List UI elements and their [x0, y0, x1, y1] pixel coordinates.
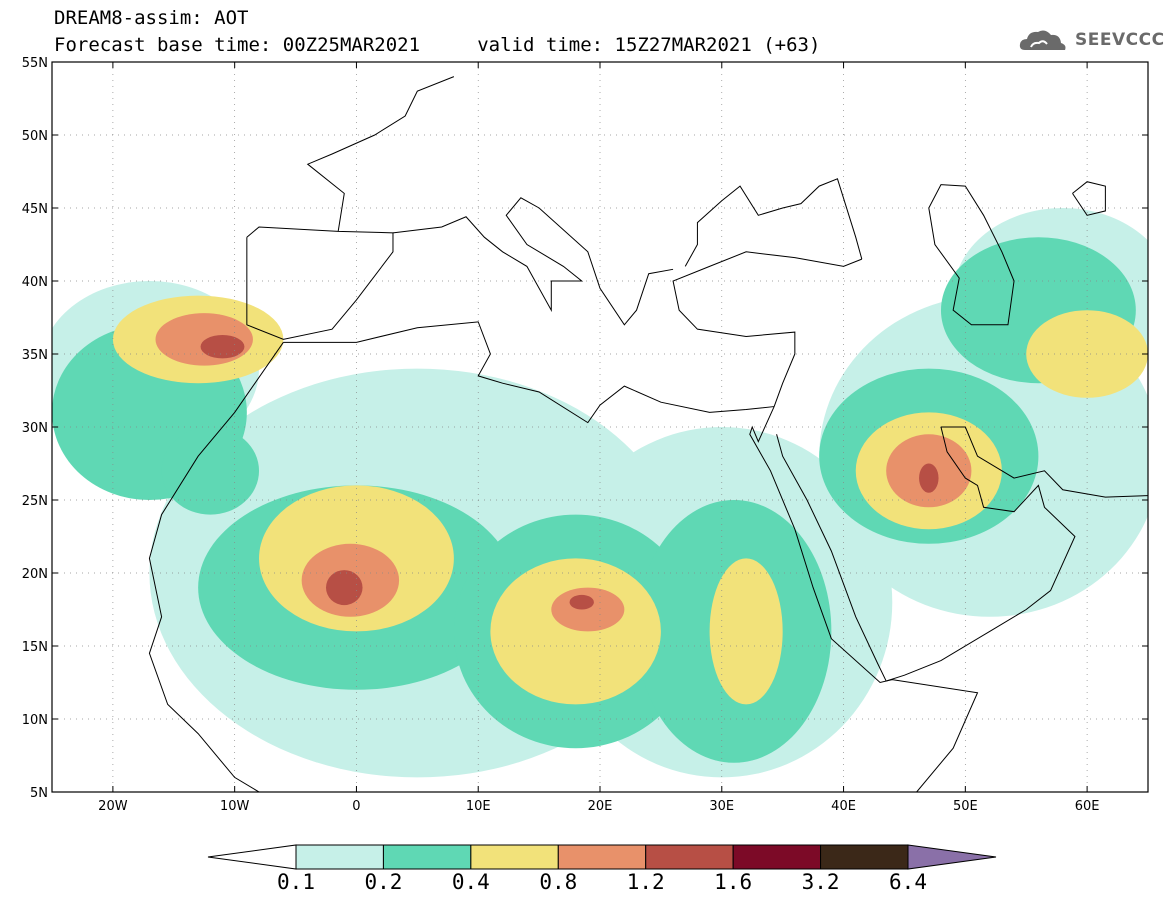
colorbar-level-label: 0.8 — [539, 870, 577, 894]
logo-text: SEEVCCC — [1075, 30, 1165, 50]
title-line-1: DREAM8-assim: AOT — [54, 7, 249, 29]
coastline-6 — [749, 406, 979, 792]
colorbar-level-label: 0.1 — [277, 870, 315, 894]
colorbar-low-arrow — [207, 844, 297, 870]
coastline-7 — [776, 426, 1076, 682]
lat-tick-label: 50N — [22, 129, 48, 144]
aot-plume-11 — [161, 427, 260, 515]
coastline-1 — [148, 342, 284, 792]
title-line-2: Forecast base time: 00Z25MAR2021 valid t… — [54, 34, 821, 56]
lon-tick-label: 30E — [709, 799, 734, 814]
lon-tick-label: 0 — [352, 799, 360, 814]
lat-tick-label: 20N — [22, 567, 48, 582]
coastline-8 — [940, 426, 1148, 498]
lat-tick-label: 15N — [22, 640, 48, 655]
lat-tick-label: 40N — [22, 275, 48, 290]
coastline-0 — [246, 226, 394, 340]
aot-plume-17 — [1026, 310, 1148, 398]
colorbar-box-7 — [820, 844, 909, 870]
aot-plume-24 — [569, 594, 594, 610]
colorbar-level-label: 0.4 — [452, 870, 490, 894]
coastline-11 — [1072, 181, 1106, 216]
cloud-logo-icon — [1019, 30, 1066, 50]
colorbar-box-2 — [382, 844, 472, 870]
colorbar-box-1 — [295, 844, 384, 870]
colorbar-box-3 — [470, 844, 559, 870]
lon-tick-label: 20W — [98, 799, 128, 814]
aot-plume-25 — [919, 463, 939, 493]
coastline-5 — [392, 197, 674, 326]
coastlines — [148, 76, 1148, 792]
lat-tick-label: 45N — [22, 202, 48, 217]
lon-tick-label: 40E — [831, 799, 856, 814]
lon-tick-label: 50E — [953, 799, 978, 814]
aot-plume-14 — [490, 558, 661, 705]
colorbar-box-4 — [557, 844, 647, 870]
axis-ticks: 55N 50N 45N 40N 35N 30N 25N 20N 15N 10N 5N 20W 10W 0 1… — [22, 56, 1148, 814]
lon-tick-label: 10E — [466, 799, 491, 814]
aot-plume-22 — [200, 335, 245, 359]
lon-tick-label: 60E — [1075, 799, 1100, 814]
lat-tick-label: 10N — [22, 713, 48, 728]
colorbar-box-5 — [645, 844, 734, 870]
colorbar: 0.1 0.2 0.4 0.8 1.2 1.6 3.2 6.4 — [207, 844, 997, 894]
coastline-2 — [283, 321, 775, 424]
lat-tick-label: 5N — [30, 786, 48, 801]
lat-tick-label: 25N — [22, 494, 48, 509]
colorbar-level-label: 1.2 — [627, 870, 665, 894]
coastline-3 — [672, 251, 863, 407]
colorbar-box-6 — [732, 844, 822, 870]
lon-tick-label: 10W — [220, 799, 250, 814]
lat-tick-label: 55N — [22, 56, 48, 71]
colorbar-level-label: 1.6 — [714, 870, 752, 894]
colorbar-high-arrow — [907, 844, 997, 870]
coastline-9 — [684, 178, 863, 267]
aot-plumes — [52, 208, 1148, 778]
colorbar-level-label: 0.2 — [364, 870, 402, 894]
aot-plume-15 — [709, 558, 783, 705]
coastline-10 — [928, 184, 1015, 326]
colorbar-level-label: 3.2 — [802, 870, 840, 894]
lon-tick-label: 20E — [588, 799, 613, 814]
aot-plume-20 — [551, 587, 625, 632]
colorbar-level-label: 6.4 — [889, 870, 927, 894]
lat-tick-label: 30N — [22, 421, 48, 436]
coastline-4 — [306, 76, 455, 232]
aot-plume-23 — [326, 570, 363, 606]
lat-tick-label: 35N — [22, 348, 48, 363]
